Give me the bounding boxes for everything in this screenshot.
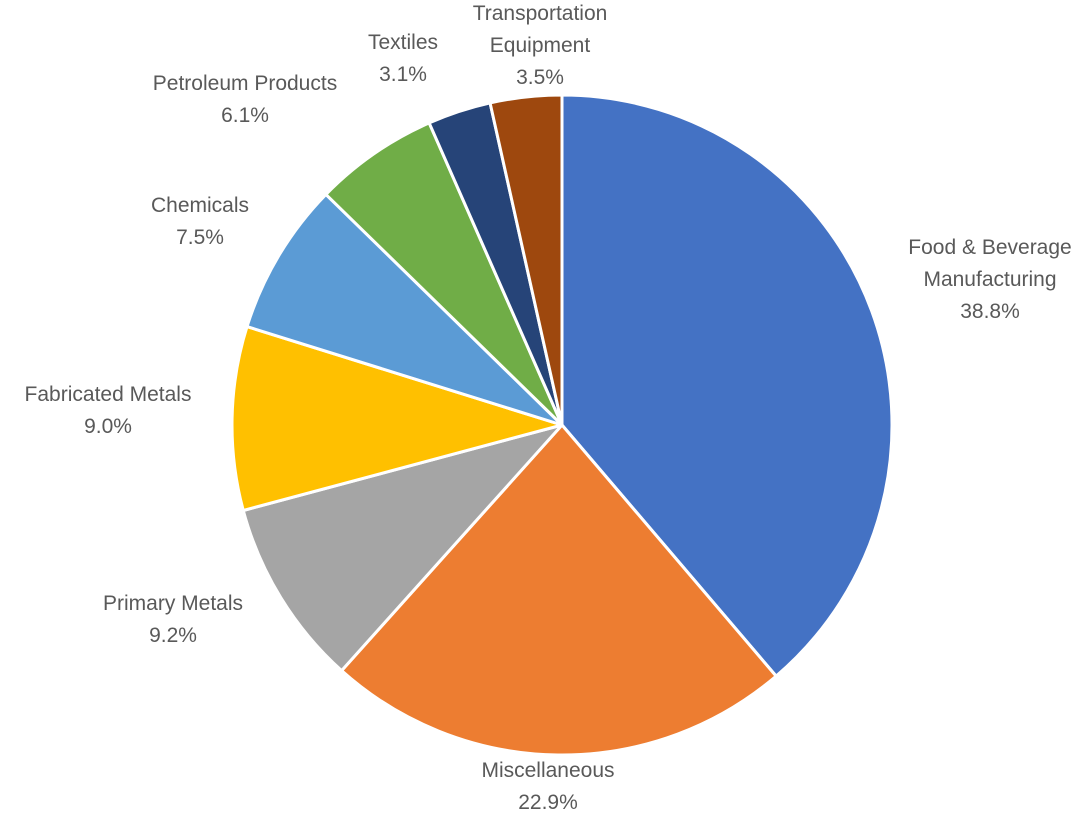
pie-slice-food-beverage-manufacturing [560, 93, 894, 678]
pie-slice-chemicals [245, 192, 564, 427]
slice-value-label: 7.5% [176, 226, 224, 249]
pie-slice-petroleum-products [324, 121, 564, 427]
data-label-chemicals: Chemicals 7.5% [151, 194, 249, 249]
slice-category-label: Transportation [473, 2, 608, 25]
slice-value-label: 3.5% [516, 66, 564, 89]
pie-slice-fabricated-metals [230, 325, 564, 512]
slice-category-label: Fabricated Metals [25, 383, 192, 406]
slice-category-label: Petroleum Products [153, 72, 337, 95]
data-label-transportation-equipment: Transportation Equipment 3.5% [473, 2, 608, 89]
pie-slice-miscellaneous [340, 423, 778, 757]
slice-value-label: 9.0% [84, 415, 132, 438]
pie-slice-primary-metals [241, 423, 564, 673]
slice-category-label: Primary Metals [103, 592, 243, 615]
slice-value-label: 6.1% [221, 104, 269, 127]
data-label-primary-metals: Primary Metals 9.2% [103, 592, 243, 647]
slice-category-label: Equipment [490, 34, 591, 57]
slice-value-label: 9.2% [149, 624, 197, 647]
data-label-petroleum-products: Petroleum Products 6.1% [153, 72, 337, 127]
data-label-miscellaneous: Miscellaneous 22.9% [481, 759, 614, 814]
slice-value-label: 38.8% [960, 300, 1020, 323]
data-label-food-beverage-manufacturing: Food & Beverage Manufacturing 38.8% [908, 236, 1071, 323]
pie-slice-transportation-equipment [488, 93, 564, 427]
labels-layer: Food & Beverage Manufacturing 38.8% Miscell… [25, 2, 1072, 814]
slice-value-label: 3.1% [379, 63, 427, 86]
slice-category-label: Textiles [368, 31, 438, 54]
slice-category-label: Miscellaneous [481, 759, 614, 782]
slice-value-label: 22.9% [518, 791, 578, 814]
slices-layer [230, 93, 894, 757]
data-label-textiles: Textiles 3.1% [368, 31, 438, 86]
slice-category-label: Chemicals [151, 194, 249, 217]
data-label-fabricated-metals: Fabricated Metals 9.0% [25, 383, 192, 438]
slice-category-label: Food & Beverage [908, 236, 1071, 259]
slice-category-label: Manufacturing [923, 268, 1056, 291]
